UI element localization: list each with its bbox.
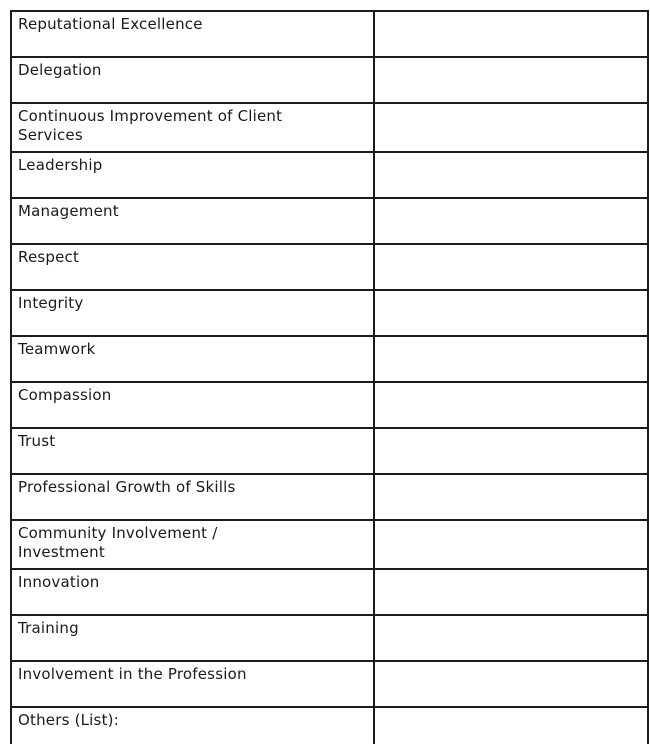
table-row: Community Involvement / Investment [10, 519, 649, 570]
table-row: Leadership [10, 151, 649, 199]
table-row: Delegation [10, 56, 649, 104]
response-cell [373, 335, 649, 383]
value-label-cell: Delegation [10, 56, 375, 104]
response-cell [373, 151, 649, 199]
table-row: Professional Growth of Skills [10, 473, 649, 521]
response-cell [373, 614, 649, 662]
table-row: Continuous Improvement of Client Service… [10, 102, 649, 153]
table-row: Compassion [10, 381, 649, 429]
values-table-body: Reputational Excellence Delegation Conti… [10, 10, 649, 744]
response-cell [373, 427, 649, 475]
response-cell [373, 568, 649, 616]
response-cell [373, 10, 649, 58]
response-cell [373, 660, 649, 708]
response-cell [373, 473, 649, 521]
response-cell [373, 243, 649, 291]
value-label-cell: Reputational Excellence [10, 10, 375, 58]
value-label-cell: Integrity [10, 289, 375, 337]
value-label-cell: Teamwork [10, 335, 375, 383]
value-label-cell: Continuous Improvement of Client Service… [10, 102, 375, 153]
response-cell [373, 56, 649, 104]
table-row: Teamwork [10, 335, 649, 383]
response-cell [373, 289, 649, 337]
table-row: Trust [10, 427, 649, 475]
response-cell [373, 197, 649, 245]
value-label-cell: Training [10, 614, 375, 662]
table-row: Innovation [10, 568, 649, 616]
value-label-cell: Others (List): [10, 706, 375, 744]
value-label-cell: Innovation [10, 568, 375, 616]
value-label-cell: Management [10, 197, 375, 245]
value-label-cell: Involvement in the Profession [10, 660, 375, 708]
values-table: Reputational Excellence Delegation Conti… [10, 10, 649, 744]
table-row: Involvement in the Profession [10, 660, 649, 708]
value-label-cell: Community Involvement / Investment [10, 519, 375, 570]
response-cell [373, 519, 649, 570]
value-label-cell: Trust [10, 427, 375, 475]
table-row: Training [10, 614, 649, 662]
table-row: Reputational Excellence [10, 10, 649, 58]
value-label-cell: Professional Growth of Skills [10, 473, 375, 521]
table-row: Integrity [10, 289, 649, 337]
value-label-cell: Leadership [10, 151, 375, 199]
value-label-cell: Respect [10, 243, 375, 291]
table-row: Respect [10, 243, 649, 291]
table-row: Others (List): [10, 706, 649, 744]
table-row: Management [10, 197, 649, 245]
response-cell [373, 102, 649, 153]
response-cell [373, 381, 649, 429]
value-label-cell: Compassion [10, 381, 375, 429]
response-cell [373, 706, 649, 744]
